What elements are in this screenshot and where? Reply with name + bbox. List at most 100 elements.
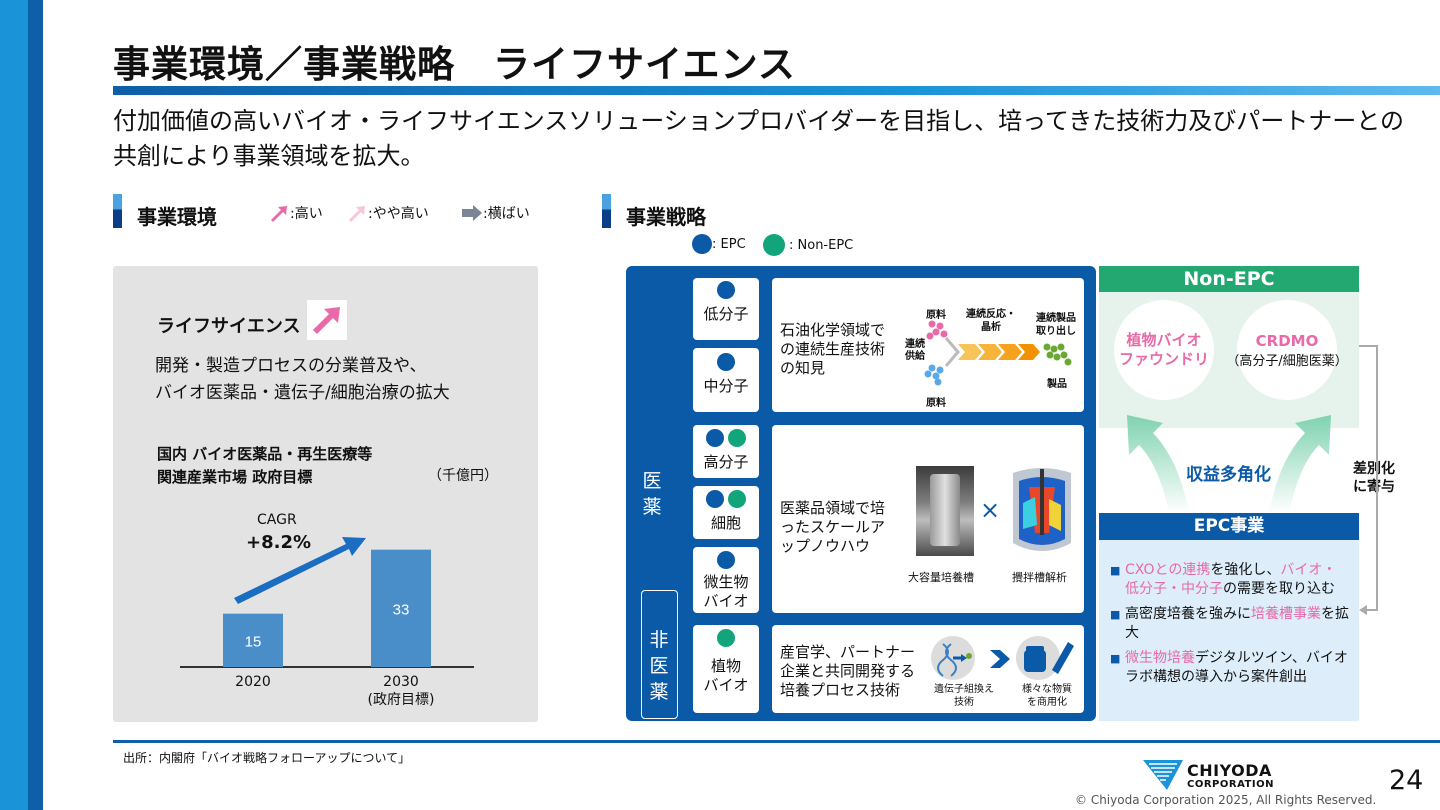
arrow-right-icon <box>462 205 482 221</box>
bracket-arrow <box>1359 345 1378 615</box>
section-marker <box>602 194 611 228</box>
epc-item1-a: CXOとの連携 <box>1125 562 1211 578</box>
segment-desc: 開発・製造プロセスの分業普及や、 バイオ医薬品・遺伝子/細胞治療の拡大 <box>155 353 450 407</box>
x-tick-label: (政府目標) <box>368 692 435 708</box>
segment-desc-line1: 開発・製造プロセスの分業普及や、 <box>155 356 427 376</box>
cagr-value: +8.2% <box>246 532 312 553</box>
epc-heading: EPC事業 <box>1099 513 1359 540</box>
page-number: 24 <box>1389 765 1424 796</box>
epc-item-microbe: 微生物培養デジタルツイン、バイオラボ構想の導入から案件創出 <box>1110 649 1350 687</box>
market-title-line1: 国内 バイオ医薬品・再生医療等 <box>157 445 373 463</box>
cat-mid-molecule: 中分子 <box>693 348 759 412</box>
dna-icon <box>931 636 975 680</box>
cagr-label: CAGR <box>257 512 297 528</box>
epc-dot-icon <box>705 490 724 508</box>
times-sign: × <box>980 496 1001 524</box>
commercial-label: 様々な物質 を商用化 <box>1022 684 1072 708</box>
epc-dot-icon <box>692 234 712 254</box>
segment-trend <box>307 300 347 340</box>
strategy-heading: 事業戦略 <box>626 205 706 229</box>
chevron-right-icon <box>990 650 1010 668</box>
legend-nonepc-label: : Non-EPC <box>789 237 854 253</box>
epc-item2-a: 高密度培養を強みに <box>1125 606 1251 622</box>
desc-continuous-text: 石油化学領域での連続生産技術の知見 <box>780 321 886 377</box>
crdmo-sub: （高分子/細胞医薬） <box>1226 353 1348 369</box>
market-title-line2: 関連産業市場 政府目標 <box>157 468 313 486</box>
nonepc-dot-icon <box>763 234 785 256</box>
product-dots-icon <box>1043 343 1072 366</box>
epc-dot-icon <box>705 429 724 447</box>
logo-line1: CHIYODA <box>1187 761 1272 780</box>
legend-high: :高い <box>268 203 323 223</box>
nonepc-heading: Non-EPC <box>1099 266 1359 292</box>
products-icon <box>1016 636 1074 680</box>
source-note: 出所：内閣府「バイオ戦略フォローアップについて」 <box>123 751 411 765</box>
legend-epc: : EPC <box>692 234 746 254</box>
gene-label: 遺伝子組換え 技術 <box>934 684 994 708</box>
legend-mid-label: :やや高い <box>368 206 429 222</box>
differentiation-label: 差別化 に寄与 <box>1341 460 1407 496</box>
flow-feed: 連続 供給 <box>905 339 925 362</box>
market-unit: （千億円） <box>428 468 498 484</box>
epc-list: CXOとの連携を強化し、バイオ・低分子・中分子の需要を取り込む 高密度培養を強み… <box>1110 561 1350 687</box>
env-panel <box>113 266 538 722</box>
arrow-up-right-icon <box>313 307 340 334</box>
nonepc-dot-icon <box>728 429 747 447</box>
logo-line2: CORPORATION <box>1187 779 1274 790</box>
legend-flat-label: :横ばい <box>483 206 530 222</box>
segment-name: ライフサイエンス <box>157 316 301 337</box>
raw-material-dots-icon <box>924 320 948 386</box>
flow-extract: 連続製品 取り出し <box>1036 313 1076 337</box>
title-underline <box>113 86 1440 95</box>
epc-item1-b: を強化し、 <box>1210 562 1281 578</box>
arrow-up-right-icon <box>271 206 287 222</box>
cfd-label: 攪拌槽解析 <box>1012 571 1067 584</box>
segment-desc-line2: バイオ医薬品・遺伝子/細胞治療の拡大 <box>155 383 450 403</box>
footer-line <box>113 740 1440 743</box>
legend-high-label: :高い <box>290 206 323 222</box>
epc-dot-icon <box>717 281 735 299</box>
stirring-tank-cfd-image <box>1013 468 1071 551</box>
x-tick-label: 2030 <box>383 674 419 690</box>
crdmo-title: CRDMO <box>1255 331 1319 350</box>
cat-label: 植物 バイオ <box>703 657 749 694</box>
nonpharma-box <box>641 590 678 719</box>
cagr-arrow <box>234 537 366 604</box>
flow-product: 製品 <box>1047 379 1067 390</box>
arrow-up-right-icon <box>349 206 365 222</box>
cat-label: 高分子 <box>703 453 749 471</box>
epc-dot-icon <box>717 353 735 371</box>
tank-label: 大容量培養槽 <box>908 571 974 584</box>
legend-flat: :横ばい <box>461 203 530 223</box>
flow-reaction: 連続反応・ 晶析 <box>966 309 1016 333</box>
legend-epc-label: : EPC <box>712 236 746 252</box>
epc-item-tank: 高密度培養を強みに培養槽事業を拡大 <box>1110 605 1350 643</box>
cat-cell: 細胞 <box>693 486 759 539</box>
circle-crdmo: CRDMO （高分子/細胞医薬） <box>1226 300 1348 400</box>
nonepc-dot-icon <box>728 490 747 508</box>
reaction-chevrons-icon <box>958 344 1040 360</box>
copyright: © Chiyoda Corporation 2025, All Rights R… <box>1075 793 1377 807</box>
bar-1 <box>371 549 431 667</box>
epc-item2-c: を拡大 <box>1125 606 1349 641</box>
cat-label: 細胞 <box>710 514 741 532</box>
diversify-arrows <box>1109 405 1378 515</box>
market-bar-chart: 15 2020 33 2030 (政府目標) <box>180 537 474 708</box>
desc-culture-text: 産官学、パートナー企業と共同開発する培養プロセス技術 <box>780 643 916 699</box>
legend-mid: :やや高い <box>346 203 429 223</box>
cat-label: 中分子 <box>703 377 749 395</box>
bar-value-label: 33 <box>393 601 410 618</box>
legend-nonepc: : Non-EPC <box>763 234 853 256</box>
side-label-nonpharma: 非医薬 <box>649 629 669 703</box>
section-marker <box>113 194 122 228</box>
epc-item1-c: バイオ・低分子・中分子 <box>1125 562 1337 597</box>
desc-scaleup-text: 医薬品領域で培ったスケールアップノウハウ <box>780 499 886 555</box>
cat-label: 低分子 <box>703 305 749 323</box>
epc-item1-d: の需要を取り込む <box>1223 581 1335 597</box>
cat-low-molecule: 低分子 <box>693 278 759 340</box>
circle-plant-foundry: 植物バイオ ファウンドリ <box>1114 300 1214 400</box>
epc-item-cxo: CXOとの連携を強化し、バイオ・低分子・中分子の需要を取り込む <box>1110 561 1350 599</box>
market-title: 国内 バイオ医薬品・再生医療等 関連産業市場 政府目標 <box>157 443 372 489</box>
cat-microbe: 微生物 バイオ <box>693 547 759 613</box>
epc-item2-b: 培養槽事業 <box>1251 606 1321 622</box>
